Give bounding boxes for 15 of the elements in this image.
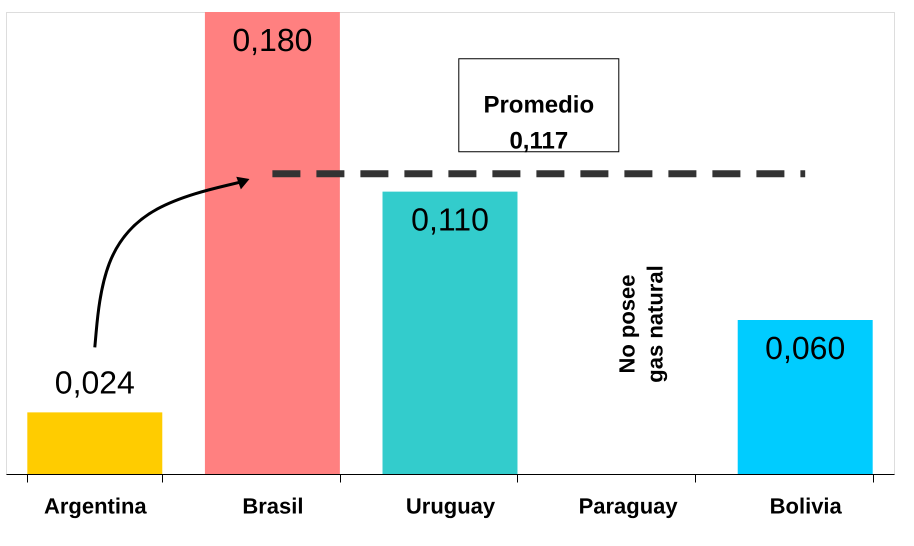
data-label: 0,110 <box>411 202 489 238</box>
x-tick-label: Argentina <box>44 494 148 518</box>
x-tick-label: Brasil <box>242 494 304 518</box>
data-label: 0,024 <box>54 364 135 400</box>
bar <box>738 320 873 474</box>
bar <box>382 192 518 474</box>
bar <box>27 412 162 474</box>
x-tick-label: Uruguay <box>406 494 496 518</box>
data-label: 0,180 <box>232 22 312 58</box>
ref-line-label: Promedio 0,117 <box>483 92 594 155</box>
bar <box>204 12 340 474</box>
x-tick-label: Bolivia <box>770 494 843 518</box>
x-tick-label: Paraguay <box>578 494 678 518</box>
annotation: No posee gas natural <box>614 265 668 383</box>
data-label: 0,060 <box>765 330 846 366</box>
